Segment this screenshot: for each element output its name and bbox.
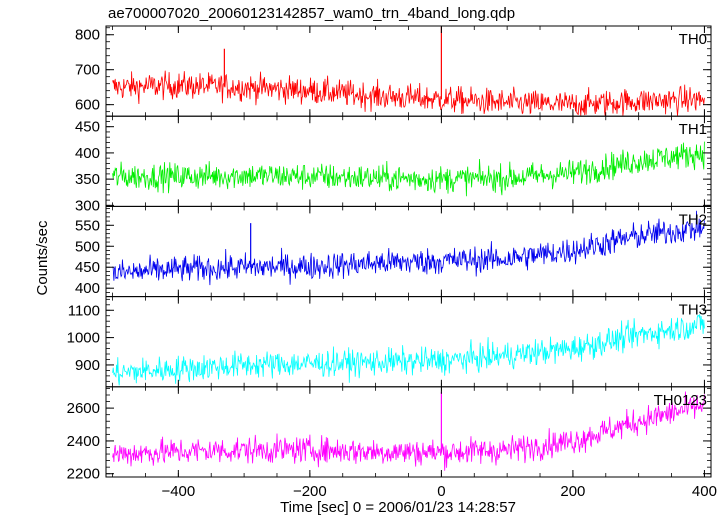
y-tick-label: 2200 [67, 466, 100, 483]
panel-th2: 400 450 500 550 TH2 [75, 205, 712, 298]
y-tick-label: 700 [75, 62, 100, 79]
x-tick-label: −400 [161, 483, 195, 500]
x-axis-label: Time [sec] 0 = 2006/01/23 14:28:57 [280, 499, 516, 516]
series-line-th0 [112, 70, 705, 116]
series-line-th2 [112, 210, 705, 286]
y-tick-label: 350 [75, 171, 100, 188]
series-label-th3: TH3 [679, 302, 707, 319]
x-tick-label: 0 [437, 483, 445, 500]
chart-title: ae700007020_20060123142857_wam0_trn_4ban… [108, 5, 515, 22]
y-axis-label: Counts/sec [34, 220, 51, 296]
x-tick-label: 400 [692, 483, 717, 500]
y-tick-label: 800 [75, 27, 100, 44]
y-tick-label: 600 [75, 97, 100, 114]
y-tick-label: 2400 [67, 433, 100, 450]
y-tick-label: 400 [75, 280, 100, 297]
series-label-th2: TH2 [679, 211, 707, 228]
series-line-th3 [112, 314, 705, 386]
y-tick-label: 1100 [68, 302, 100, 319]
series-label-th0: TH0 [679, 31, 707, 48]
series-line-th1 [112, 141, 705, 197]
panel-th3: 900 1000 1100 TH3 [67, 296, 712, 388]
y-tick-label: 1000 [67, 330, 100, 347]
y-tick-label: 2600 [67, 400, 100, 417]
panel-th0: 600 700 800 TH0 [75, 25, 712, 117]
x-tick-label: 200 [560, 483, 585, 500]
y-tick-label: 450 [75, 259, 100, 276]
y-tick-label: 550 [75, 217, 100, 234]
x-tick-label: −200 [293, 483, 327, 500]
panels-group: 600 700 800 TH0 300 350 400 450 TH1 400 450 500 550 T… [67, 25, 712, 483]
y-tick-label: 300 [75, 197, 100, 214]
panel-frame [105, 205, 712, 298]
y-tick-label: 450 [75, 119, 100, 136]
y-tick-label: 400 [75, 145, 100, 162]
series-label-th1: TH1 [679, 121, 707, 138]
y-tick-label: 500 [75, 238, 100, 255]
y-tick-label: 900 [75, 357, 100, 374]
panel-frame [105, 386, 712, 478]
series-label-th0123: TH0123 [654, 392, 707, 409]
panel-th0123: 2200 2400 2600 TH0123 [67, 386, 712, 483]
x-axis: −400 −200 0 200 400 [161, 483, 717, 500]
panel-th1: 300 350 400 450 TH1 [75, 115, 712, 214]
series-line-th0123 [112, 391, 705, 471]
